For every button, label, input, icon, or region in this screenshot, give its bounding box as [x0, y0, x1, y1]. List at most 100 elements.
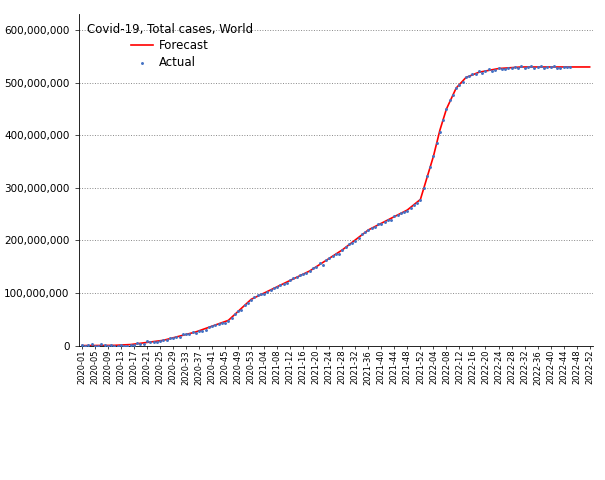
Actual [543, 63, 552, 71]
Actual [230, 310, 240, 317]
Actual [402, 207, 412, 215]
Forecast [78, 343, 85, 348]
Actual [536, 62, 546, 70]
Actual [480, 67, 490, 74]
Actual [559, 63, 569, 71]
Actual [178, 330, 188, 337]
Actual [159, 336, 168, 344]
Actual [106, 341, 116, 349]
Line: Forecast: Forecast [82, 67, 590, 346]
Actual [227, 314, 237, 322]
Actual [129, 341, 139, 349]
Actual [260, 290, 269, 298]
Actual [484, 65, 494, 72]
Actual [217, 319, 227, 327]
Actual [376, 220, 386, 228]
Actual [208, 322, 217, 329]
Actual [276, 281, 286, 289]
Actual [324, 254, 334, 262]
Actual [364, 227, 373, 234]
Actual [263, 288, 272, 296]
Actual [422, 173, 432, 180]
Actual [425, 163, 435, 171]
Actual [162, 336, 171, 344]
Actual [191, 329, 201, 337]
Actual [100, 341, 110, 348]
Actual [445, 96, 454, 104]
Actual [289, 274, 298, 282]
Actual [546, 63, 555, 71]
Actual [318, 261, 327, 268]
Actual [201, 325, 211, 333]
Actual [77, 341, 87, 349]
Actual [458, 78, 468, 86]
Actual [338, 246, 347, 254]
Actual [194, 327, 204, 335]
Actual [500, 65, 510, 73]
Actual [142, 337, 152, 345]
Actual [279, 281, 289, 288]
Actual [315, 260, 324, 267]
Forecast [94, 343, 102, 348]
Actual [214, 320, 223, 328]
Actual [211, 321, 220, 329]
Actual [123, 342, 132, 349]
Actual [334, 250, 344, 257]
Actual [517, 62, 526, 70]
Actual [432, 139, 442, 147]
Actual [182, 331, 191, 338]
Actual [468, 71, 477, 78]
Actual [188, 328, 197, 336]
Actual [331, 250, 341, 258]
Legend: Forecast, Actual: Forecast, Actual [82, 18, 258, 73]
Actual [454, 81, 464, 88]
Actual [552, 64, 562, 72]
Actual [503, 64, 513, 72]
Actual [223, 317, 233, 325]
Forecast [215, 321, 222, 327]
Forecast [104, 343, 111, 348]
Forecast [518, 64, 525, 70]
Actual [435, 128, 445, 135]
Actual [442, 105, 451, 113]
Actual [90, 342, 100, 349]
Actual [185, 331, 194, 338]
Actual [465, 72, 474, 79]
Actual [253, 291, 263, 299]
Actual [136, 340, 145, 348]
Forecast [267, 287, 274, 293]
Actual [282, 279, 292, 287]
Actual [286, 276, 295, 284]
Actual [292, 274, 301, 281]
Actual [116, 341, 126, 348]
Actual [539, 64, 549, 72]
Actual [406, 204, 416, 212]
Actual [399, 208, 409, 216]
Actual [419, 184, 428, 192]
Actual [145, 338, 155, 346]
Actual [149, 338, 159, 346]
Actual [344, 240, 354, 248]
Actual [347, 239, 357, 247]
Actual [103, 342, 113, 349]
Actual [350, 237, 360, 244]
Forecast [586, 64, 594, 70]
Actual [487, 67, 497, 74]
Actual [126, 341, 136, 349]
Actual [80, 342, 90, 349]
Actual [562, 63, 572, 71]
Actual [234, 307, 243, 315]
Actual [295, 271, 305, 279]
Actual [204, 324, 214, 331]
Actual [477, 69, 487, 77]
Actual [529, 64, 539, 72]
Actual [272, 283, 282, 291]
Actual [97, 340, 106, 348]
Actual [360, 228, 370, 236]
Actual [83, 341, 93, 349]
Actual [132, 340, 142, 348]
Actual [409, 201, 419, 209]
Actual [526, 62, 536, 70]
Actual [240, 301, 249, 309]
Actual [357, 230, 367, 238]
